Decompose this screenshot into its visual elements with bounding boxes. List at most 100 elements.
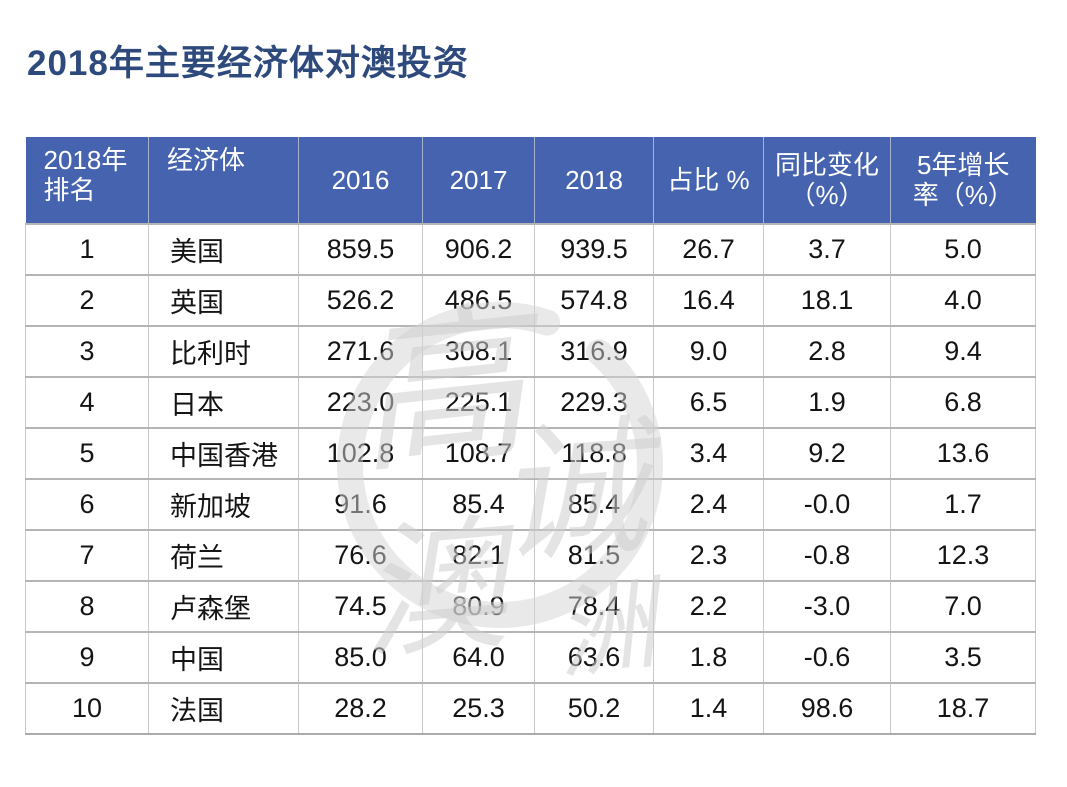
column-header-growth-5y: 5年增长 率（%） bbox=[890, 137, 1036, 225]
cell-y2017: 64.0 bbox=[422, 631, 535, 684]
column-header-yoy-change: 同比变化 （%） bbox=[763, 137, 891, 225]
cell-share: 16.4 bbox=[653, 274, 764, 327]
cell-growth-5y: 4.0 bbox=[890, 274, 1036, 327]
cell-share: 1.4 bbox=[653, 682, 764, 735]
cell-y2016: 859.5 bbox=[298, 223, 423, 276]
cell-y2016: 102.8 bbox=[298, 427, 423, 480]
table-row: 3 比利时 271.6 308.1 316.9 9.0 2.8 9.4 bbox=[25, 325, 1036, 378]
cell-growth-5y: 5.0 bbox=[890, 223, 1036, 276]
cell-share: 6.5 bbox=[653, 376, 764, 429]
cell-y2016: 271.6 bbox=[298, 325, 423, 378]
table-row: 8 卢森堡 74.5 80.9 78.4 2.2 -3.0 7.0 bbox=[25, 580, 1036, 633]
cell-share: 9.0 bbox=[653, 325, 764, 378]
cell-y2018: 316.9 bbox=[534, 325, 654, 378]
column-header-y2017: 2017 bbox=[422, 137, 535, 225]
cell-y2016: 74.5 bbox=[298, 580, 423, 633]
cell-share: 3.4 bbox=[653, 427, 764, 480]
cell-growth-5y: 13.6 bbox=[890, 427, 1036, 480]
cell-y2018: 574.8 bbox=[534, 274, 654, 327]
investment-table: 2018年 排名 经济体 2016 2017 2018 占比 % 同比变化 （%） 5年增长 … bbox=[25, 137, 1036, 735]
cell-y2018: 78.4 bbox=[534, 580, 654, 633]
table-row: 10 法国 28.2 25.3 50.2 1.4 98.6 18.7 bbox=[25, 682, 1036, 735]
cell-y2017: 25.3 bbox=[422, 682, 535, 735]
cell-y2016: 223.0 bbox=[298, 376, 423, 429]
cell-y2017: 82.1 bbox=[422, 529, 535, 582]
cell-growth-5y: 9.4 bbox=[890, 325, 1036, 378]
cell-y2017: 80.9 bbox=[422, 580, 535, 633]
column-header-share: 占比 % bbox=[653, 137, 764, 225]
cell-growth-5y: 1.7 bbox=[890, 478, 1036, 531]
cell-rank: 8 bbox=[25, 580, 149, 633]
cell-rank: 3 bbox=[25, 325, 149, 378]
cell-y2016: 85.0 bbox=[298, 631, 423, 684]
cell-y2018: 81.5 bbox=[534, 529, 654, 582]
cell-growth-5y: 3.5 bbox=[890, 631, 1036, 684]
table-header-row: 2018年 排名 经济体 2016 2017 2018 占比 % 同比变化 （%） 5年增长 … bbox=[25, 137, 1036, 225]
cell-y2017: 108.7 bbox=[422, 427, 535, 480]
cell-rank: 7 bbox=[25, 529, 149, 582]
column-header-y2018: 2018 bbox=[534, 137, 654, 225]
cell-y2016: 28.2 bbox=[298, 682, 423, 735]
cell-economy: 荷兰 bbox=[148, 529, 299, 582]
cell-yoy-change: 98.6 bbox=[763, 682, 891, 735]
cell-y2017: 85.4 bbox=[422, 478, 535, 531]
cell-yoy-change: -0.0 bbox=[763, 478, 891, 531]
column-header-rank: 2018年 排名 bbox=[25, 137, 149, 225]
cell-growth-5y: 12.3 bbox=[890, 529, 1036, 582]
cell-rank: 5 bbox=[25, 427, 149, 480]
cell-economy: 日本 bbox=[148, 376, 299, 429]
cell-y2016: 76.6 bbox=[298, 529, 423, 582]
cell-yoy-change: 3.7 bbox=[763, 223, 891, 276]
cell-y2017: 486.5 bbox=[422, 274, 535, 327]
cell-economy: 中国 bbox=[148, 631, 299, 684]
table-row: 9 中国 85.0 64.0 63.6 1.8 -0.6 3.5 bbox=[25, 631, 1036, 684]
table-header-row: 2018年 排名 经济体 2016 2017 2018 占比 % 同比变化 （%） 5年增长 … bbox=[25, 137, 1036, 225]
cell-y2016: 91.6 bbox=[298, 478, 423, 531]
cell-yoy-change: -0.6 bbox=[763, 631, 891, 684]
table-row: 6 新加坡 91.6 85.4 85.4 2.4 -0.0 1.7 bbox=[25, 478, 1036, 531]
cell-economy: 中国香港 bbox=[148, 427, 299, 480]
table-row: 1 美国 859.5 906.2 939.5 26.7 3.7 5.0 bbox=[25, 223, 1036, 276]
table-container: 2018年 排名 经济体 2016 2017 2018 占比 % 同比变化 （%） 5年增长 … bbox=[25, 137, 1036, 735]
cell-share: 2.4 bbox=[653, 478, 764, 531]
cell-economy: 比利时 bbox=[148, 325, 299, 378]
table-row: 5 中国香港 102.8 108.7 118.8 3.4 9.2 13.6 bbox=[25, 427, 1036, 480]
cell-yoy-change: 2.8 bbox=[763, 325, 891, 378]
column-header-economy: 经济体 bbox=[148, 137, 299, 225]
cell-growth-5y: 6.8 bbox=[890, 376, 1036, 429]
cell-rank: 10 bbox=[25, 682, 149, 735]
cell-share: 2.3 bbox=[653, 529, 764, 582]
cell-yoy-change: -3.0 bbox=[763, 580, 891, 633]
cell-y2018: 63.6 bbox=[534, 631, 654, 684]
cell-y2018: 229.3 bbox=[534, 376, 654, 429]
cell-rank: 9 bbox=[25, 631, 149, 684]
page-title: 2018年主要经济体对澳投资 bbox=[27, 44, 469, 83]
cell-y2018: 85.4 bbox=[534, 478, 654, 531]
cell-rank: 6 bbox=[25, 478, 149, 531]
cell-share: 26.7 bbox=[653, 223, 764, 276]
cell-economy: 美国 bbox=[148, 223, 299, 276]
cell-rank: 4 bbox=[25, 376, 149, 429]
cell-yoy-change: -0.8 bbox=[763, 529, 891, 582]
cell-economy: 英国 bbox=[148, 274, 299, 327]
cell-y2017: 906.2 bbox=[422, 223, 535, 276]
cell-growth-5y: 18.7 bbox=[890, 682, 1036, 735]
table-body: 1 美国 859.5 906.2 939.5 26.7 3.7 5.0 2 英国 526.2 486.… bbox=[25, 223, 1036, 735]
table-row: 7 荷兰 76.6 82.1 81.5 2.3 -0.8 12.3 bbox=[25, 529, 1036, 582]
cell-y2018: 50.2 bbox=[534, 682, 654, 735]
cell-yoy-change: 1.9 bbox=[763, 376, 891, 429]
cell-yoy-change: 9.2 bbox=[763, 427, 891, 480]
cell-share: 1.8 bbox=[653, 631, 764, 684]
cell-rank: 2 bbox=[25, 274, 149, 327]
cell-y2017: 308.1 bbox=[422, 325, 535, 378]
cell-yoy-change: 18.1 bbox=[763, 274, 891, 327]
cell-economy: 法国 bbox=[148, 682, 299, 735]
cell-growth-5y: 7.0 bbox=[890, 580, 1036, 633]
cell-economy: 卢森堡 bbox=[148, 580, 299, 633]
table-row: 2 英国 526.2 486.5 574.8 16.4 18.1 4.0 bbox=[25, 274, 1036, 327]
cell-y2016: 526.2 bbox=[298, 274, 423, 327]
cell-y2018: 118.8 bbox=[534, 427, 654, 480]
table-row: 4 日本 223.0 225.1 229.3 6.5 1.9 6.8 bbox=[25, 376, 1036, 429]
column-header-y2016: 2016 bbox=[298, 137, 423, 225]
